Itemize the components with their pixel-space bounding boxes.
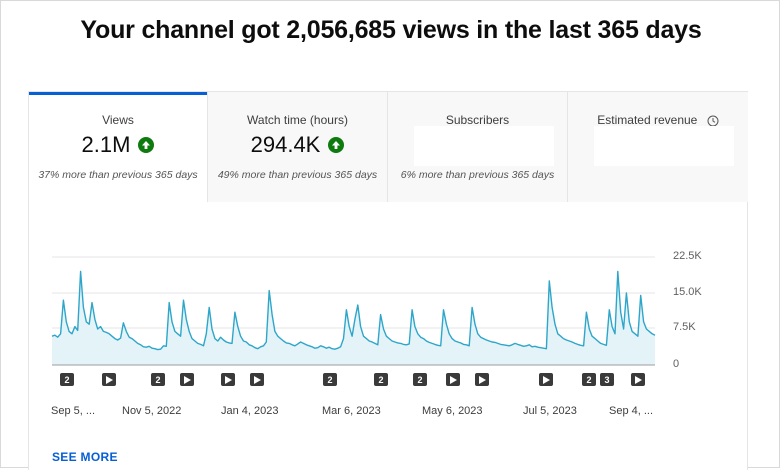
watch-time-value: 294.4K <box>250 132 321 157</box>
views-value: 2.1M <box>81 132 131 157</box>
play-marker-icon[interactable] <box>250 373 264 386</box>
x-tick-label: Nov 5, 2022 <box>122 405 182 417</box>
tab-label: Views <box>102 113 134 127</box>
tab-note: 49% more than previous 365 days <box>217 169 378 181</box>
views-area <box>52 271 655 365</box>
play-marker-icon[interactable] <box>539 373 553 386</box>
clock-icon <box>707 115 719 127</box>
subscribers-value-placeholder <box>414 126 554 166</box>
x-tick-label: Jul 5, 2023 <box>523 405 577 417</box>
tab-value: 294.4K <box>208 132 387 158</box>
arrow-up-icon <box>328 137 345 153</box>
tab-label: Estimated revenue <box>568 113 748 127</box>
video-count-marker[interactable]: 2 <box>151 373 165 386</box>
x-tick-label: Mar 6, 2023 <box>322 405 381 417</box>
video-count-marker[interactable]: 2 <box>374 373 388 386</box>
see-more-button[interactable]: SEE MORE <box>52 450 118 464</box>
tab-subscribers[interactable]: Subscribers 6% more than previous 365 da… <box>387 92 567 202</box>
tab-note: 6% more than previous 365 days <box>400 169 555 181</box>
x-tick-label: Jan 4, 2023 <box>221 405 279 417</box>
play-marker-icon[interactable] <box>102 373 116 386</box>
y-tick-label: 7.5K <box>673 321 696 333</box>
x-tick-label: Sep 5, ... <box>51 405 96 417</box>
y-tick-label: 22.5K <box>673 250 702 262</box>
x-tick-label: Sep 4, ... <box>609 405 654 417</box>
y-tick-label: 0 <box>673 358 680 370</box>
metrics-card: Views 2.1M 37% more than previous 365 da… <box>28 91 748 470</box>
play-marker-icon[interactable] <box>221 373 235 386</box>
revenue-value-placeholder <box>594 126 734 166</box>
tab-label: Watch time (hours) <box>247 113 348 127</box>
video-count-marker[interactable]: 2 <box>323 373 337 386</box>
play-marker-icon[interactable] <box>631 373 645 386</box>
play-marker-icon[interactable] <box>180 373 194 386</box>
video-count-marker[interactable]: 2 <box>413 373 427 386</box>
video-count-marker[interactable]: 2 <box>582 373 596 386</box>
tab-estimated-revenue[interactable]: Estimated revenue <box>567 92 748 202</box>
video-count-marker[interactable]: 2 <box>60 373 74 386</box>
tab-label: Subscribers <box>445 113 510 127</box>
tab-note: 37% more than previous 365 days <box>38 169 198 181</box>
play-marker-icon[interactable] <box>475 373 489 386</box>
play-marker-icon[interactable] <box>446 373 460 386</box>
video-count-marker[interactable]: 3 <box>600 373 614 386</box>
revenue-label: Estimated revenue <box>597 113 698 127</box>
x-tick-label: May 6, 2023 <box>422 405 483 417</box>
page-title: Your channel got 2,056,685 views in the … <box>80 16 702 44</box>
tab-value: 2.1M <box>29 132 207 158</box>
tab-views[interactable]: Views 2.1M 37% more than previous 365 da… <box>29 92 207 202</box>
y-tick-label: 15.0K <box>673 286 702 298</box>
tab-watch-time[interactable]: Watch time (hours) 294.4K 49% more than … <box>207 92 387 202</box>
arrow-up-icon <box>138 137 155 153</box>
views-line[interactable] <box>51 270 656 351</box>
